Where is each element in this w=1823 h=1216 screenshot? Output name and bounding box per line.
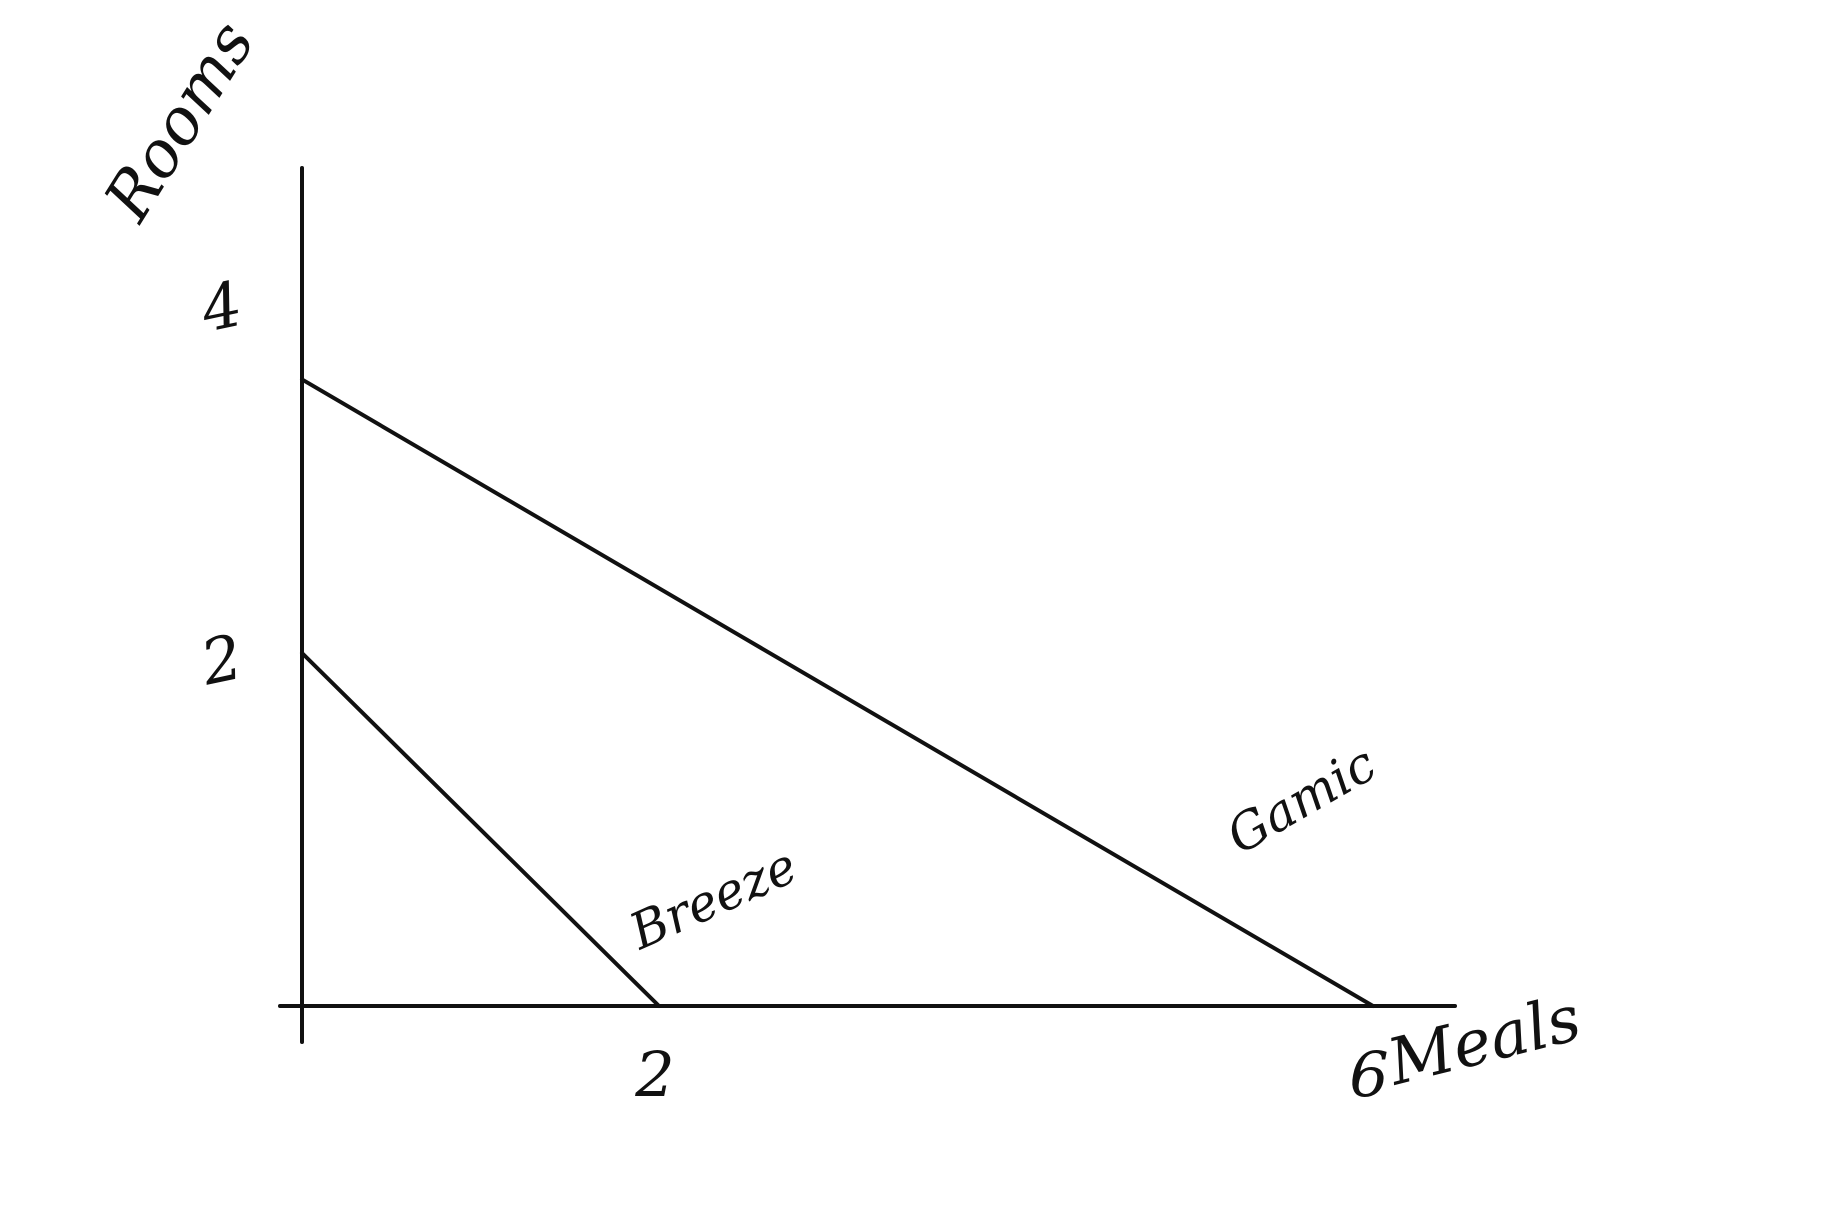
- series-line-breeze: [300, 651, 661, 1008]
- axes: [278, 166, 1457, 1044]
- x-tick-label-2: 2: [634, 1038, 674, 1111]
- series-label-breeze: Breeze: [620, 836, 805, 961]
- series-lines: [300, 377, 1375, 1008]
- y-axis-title: Rooms: [90, 9, 269, 235]
- series-line-gamic: [300, 377, 1375, 1008]
- y-tick-label-4: 4: [194, 267, 249, 347]
- series-label-gamic: Gamic: [1217, 735, 1386, 866]
- y-tick-label-2: 2: [194, 620, 249, 700]
- x-axis-title: Meals: [1380, 982, 1588, 1101]
- x-tick-label-6: 6: [1349, 1038, 1388, 1111]
- labels: Rooms Meals 2 4 2 6 Breeze Gamic: [90, 9, 1588, 1111]
